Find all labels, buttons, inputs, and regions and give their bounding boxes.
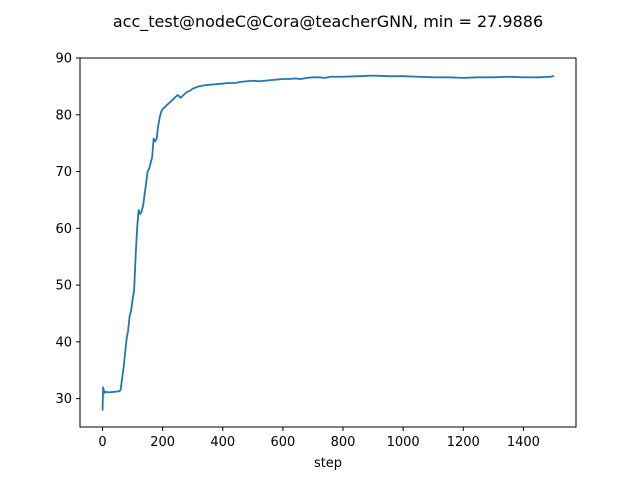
y-tick-label: 50 xyxy=(55,279,72,294)
x-tick-label: 600 xyxy=(270,435,295,450)
x-axis-label: step xyxy=(314,456,342,471)
y-tick-label: 80 xyxy=(55,108,72,123)
y-tick-label: 40 xyxy=(55,335,72,350)
y-tick-label: 70 xyxy=(55,165,72,180)
y-tick-label: 60 xyxy=(55,222,72,237)
series-line xyxy=(101,74,555,411)
x-tick-label: 1000 xyxy=(387,435,420,450)
x-tick-label: 1200 xyxy=(447,435,480,450)
y-axis: 30 40 50 60 70 80 90 xyxy=(55,52,80,407)
chart-title: acc_test@nodeC@Cora@teacherGNN, min = 27… xyxy=(113,12,543,32)
plot-frame xyxy=(79,57,577,428)
y-tick-label: 30 xyxy=(55,392,72,407)
x-tick-label: 200 xyxy=(150,435,175,450)
x-tick-label: 800 xyxy=(331,435,356,450)
x-axis: 0 200 400 600 800 1000 1200 1400 xyxy=(98,427,540,450)
y-tick-label: 90 xyxy=(55,52,72,67)
x-tick-label: 0 xyxy=(98,435,106,450)
x-tick-label: 400 xyxy=(210,435,235,450)
x-tick-label: 1400 xyxy=(507,435,540,450)
